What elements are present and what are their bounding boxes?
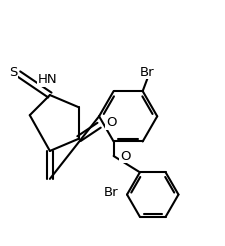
Text: Br: Br bbox=[104, 186, 119, 199]
Text: HN: HN bbox=[38, 73, 57, 86]
Text: Br: Br bbox=[140, 66, 155, 79]
Text: S: S bbox=[9, 66, 17, 79]
Text: O: O bbox=[120, 150, 130, 163]
Text: O: O bbox=[106, 117, 117, 129]
